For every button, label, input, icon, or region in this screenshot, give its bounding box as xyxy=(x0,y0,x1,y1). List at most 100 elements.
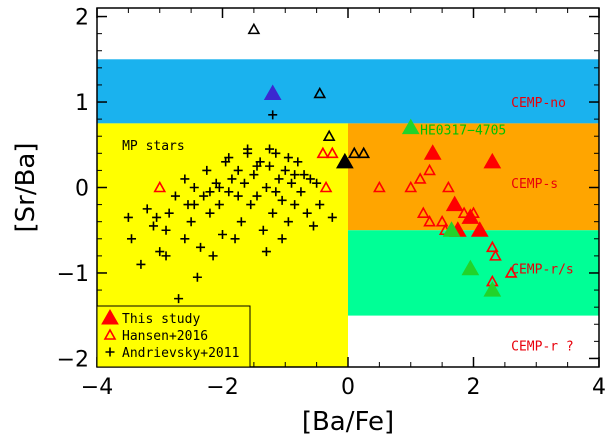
data-point xyxy=(287,178,297,188)
data-point xyxy=(483,152,502,169)
data-point xyxy=(404,180,418,193)
data-point xyxy=(442,180,455,193)
data-point xyxy=(252,161,262,171)
data-point xyxy=(186,217,196,227)
data-point xyxy=(170,191,180,201)
data-point xyxy=(249,170,259,180)
legend-marker xyxy=(103,328,117,340)
data-point xyxy=(180,174,190,184)
data-point xyxy=(268,208,278,218)
data-point xyxy=(227,174,237,184)
data-point xyxy=(263,84,282,100)
legend-marker xyxy=(105,347,115,357)
y-axis-title: [Sr/Ba] xyxy=(11,142,41,232)
data-point xyxy=(236,217,246,227)
data-point xyxy=(504,266,518,278)
legend-box xyxy=(96,305,251,368)
data-point xyxy=(123,212,133,222)
data-point xyxy=(189,183,199,192)
data-point xyxy=(174,294,184,304)
legend-entry-label: Andrievsky+2011 xyxy=(122,346,239,361)
x-tick-label: 2 xyxy=(467,375,481,400)
data-point xyxy=(243,144,253,154)
data-point xyxy=(261,183,271,192)
data-point xyxy=(315,200,325,210)
data-point xyxy=(277,234,287,244)
y-tick-label: 2 xyxy=(75,6,89,31)
data-point xyxy=(325,146,339,159)
region-label: CEMP-no xyxy=(511,96,566,111)
data-point xyxy=(233,165,243,175)
y-tick-label: −1 xyxy=(57,262,89,287)
data-point xyxy=(283,217,293,227)
data-point xyxy=(247,22,261,35)
data-point xyxy=(461,208,480,224)
data-point xyxy=(274,174,284,184)
data-point xyxy=(470,221,489,237)
legend: This study Hansen+2016 Andrievsky+2011 xyxy=(96,305,251,368)
data-point xyxy=(208,251,218,261)
data-point xyxy=(413,172,427,184)
data-point xyxy=(357,146,371,159)
data-point xyxy=(199,191,209,201)
y-tick-label: −2 xyxy=(57,347,89,372)
data-point xyxy=(319,180,333,193)
data-point xyxy=(155,247,165,257)
legend-marker xyxy=(101,308,119,325)
data-point xyxy=(246,200,256,210)
data-point xyxy=(205,208,215,218)
data-point xyxy=(423,144,442,160)
data-point xyxy=(336,152,354,169)
data-point xyxy=(312,178,322,188)
data-point xyxy=(327,212,337,222)
data-point xyxy=(483,281,502,297)
data-point xyxy=(416,206,430,218)
data-point xyxy=(316,146,330,159)
data-point xyxy=(423,163,436,176)
data-point xyxy=(457,206,471,218)
data-point xyxy=(373,180,386,193)
data-point xyxy=(322,129,336,142)
data-point xyxy=(401,118,420,135)
data-point xyxy=(218,230,227,240)
legend-entry-label: Hansen+2016 xyxy=(122,329,208,344)
data-point xyxy=(271,187,281,197)
data-point xyxy=(296,187,306,197)
data-point xyxy=(290,170,300,180)
star-annotation: HE0317−4705 xyxy=(420,123,506,138)
region-label: CEMP-s xyxy=(511,177,558,192)
data-point xyxy=(224,187,234,197)
data-point xyxy=(302,208,312,218)
data-point xyxy=(261,247,271,257)
data-point xyxy=(142,204,152,214)
data-point xyxy=(461,259,480,276)
data-point xyxy=(214,200,224,210)
data-point xyxy=(265,144,275,154)
data-point xyxy=(435,215,449,227)
data-point xyxy=(180,234,190,244)
data-point xyxy=(164,208,174,218)
x-axis-title: [Ba/Fe] xyxy=(302,407,394,437)
data-point xyxy=(308,221,318,231)
data-point xyxy=(153,180,167,193)
data-points xyxy=(123,22,518,304)
data-point xyxy=(148,221,158,231)
data-point xyxy=(202,165,212,175)
data-point xyxy=(161,251,171,261)
chart-labels: CEMP-no MP stars CEMP-s CEMP-r/s CEMP-r ? HE0… xyxy=(122,96,574,355)
data-point xyxy=(233,191,243,201)
x-tick-label: −2 xyxy=(206,375,238,400)
data-point xyxy=(252,191,262,201)
x-tick-label: −4 xyxy=(81,375,113,400)
mp-stars-label: MP stars xyxy=(122,139,185,154)
region-label: CEMP-r ? xyxy=(511,340,574,355)
data-point xyxy=(305,174,315,184)
data-point xyxy=(290,200,300,210)
axes: −4 −2 0 2 4 −2 −1 0 1 2 xyxy=(57,6,605,400)
data-point xyxy=(268,110,278,120)
data-point xyxy=(442,221,461,237)
data-point xyxy=(205,187,215,197)
data-point xyxy=(214,183,224,192)
data-point xyxy=(258,225,268,235)
